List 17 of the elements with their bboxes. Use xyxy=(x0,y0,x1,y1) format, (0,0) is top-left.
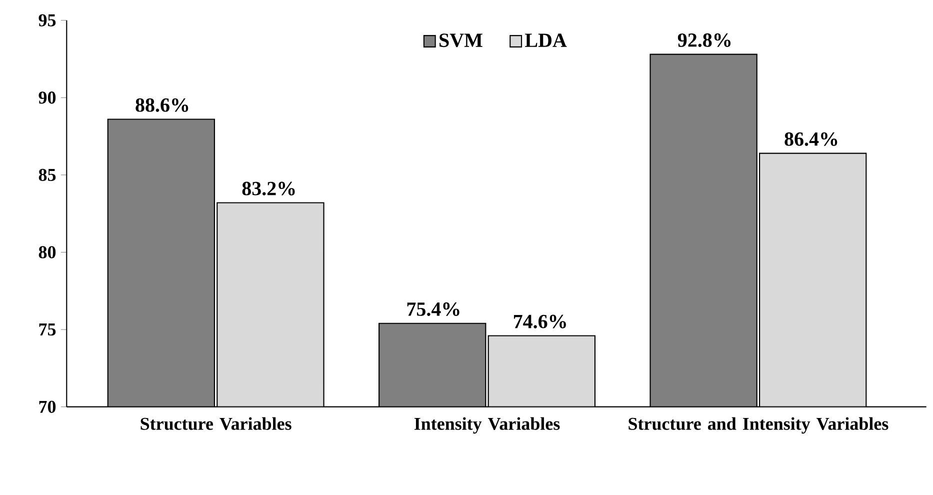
y-tick-label: 80 xyxy=(38,246,56,258)
y-tick-label: 90 xyxy=(38,92,56,104)
data-label: 75.4% xyxy=(407,302,460,316)
data-label: 83.2% xyxy=(242,182,295,196)
x-tick-label: Structure Variables xyxy=(140,417,292,430)
legend-label: LDA xyxy=(525,34,567,48)
data-label: 74.6% xyxy=(514,314,566,328)
data-label: 86.4% xyxy=(784,132,838,146)
data-label: 88.6% xyxy=(136,98,188,112)
y-tick-label: 70 xyxy=(39,400,56,414)
y-tick-label: 85 xyxy=(38,168,56,182)
data-label: 92.8% xyxy=(678,33,730,48)
x-tick-label: Structure and Intensity Variables xyxy=(628,417,888,434)
y-tick-label: 75 xyxy=(39,324,56,336)
x-tick-label: Intensity Variables xyxy=(414,417,560,434)
legend-label: SVM xyxy=(440,34,482,48)
y-tick-label: 95 xyxy=(38,14,56,26)
